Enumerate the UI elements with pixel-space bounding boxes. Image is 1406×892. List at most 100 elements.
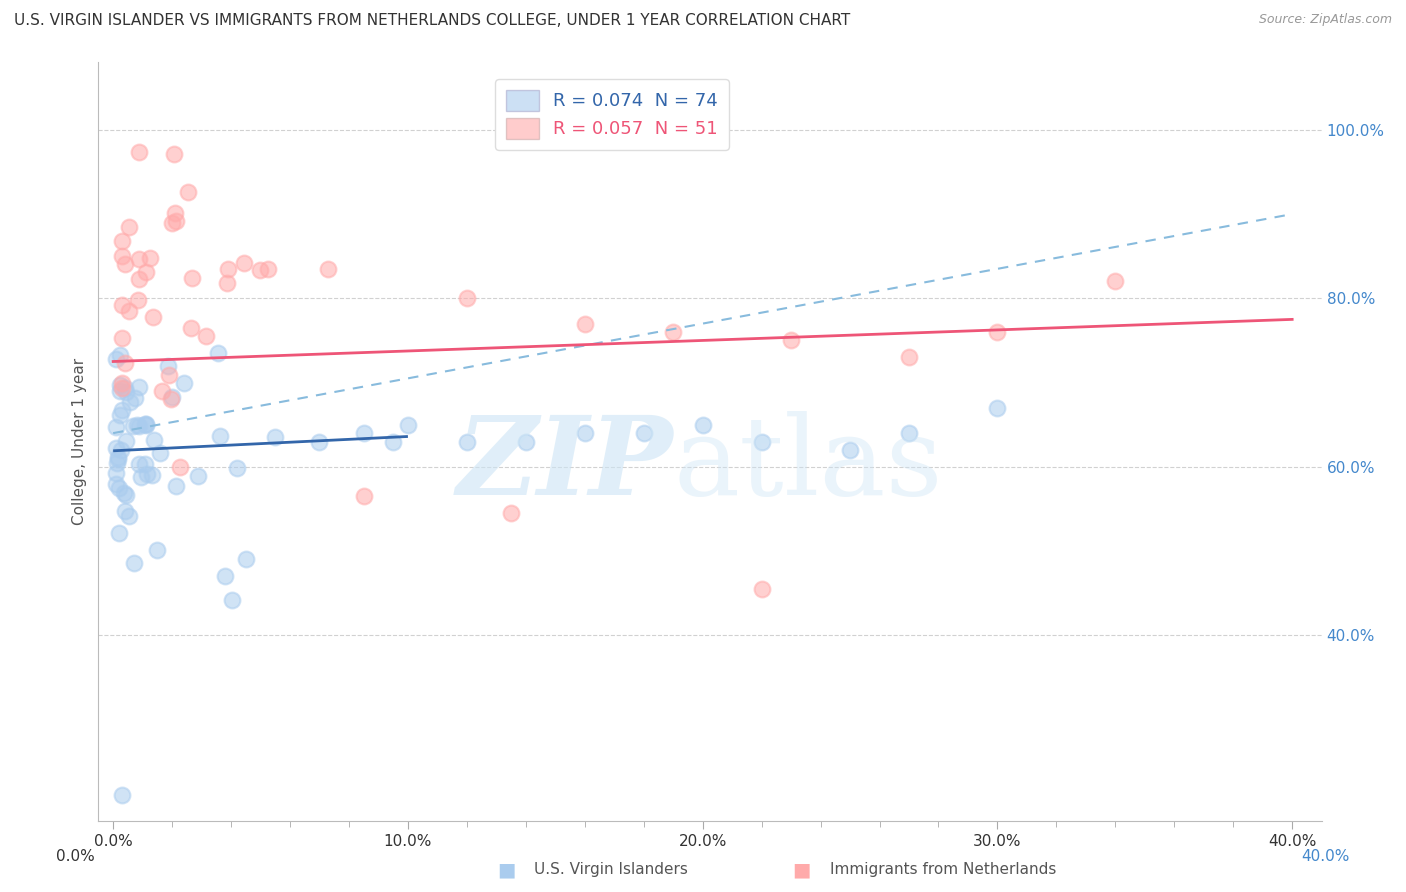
Point [207, 346, 229, 360]
Text: 0.0%: 0.0% [56, 849, 96, 863]
Point [180, 321, 202, 335]
Point [111, 330, 134, 344]
Point [114, 257, 136, 271]
Point [169, 459, 191, 474]
Point [127, 293, 149, 307]
Point [316, 261, 339, 276]
Point [118, 395, 141, 409]
Point [249, 263, 271, 277]
Point [986, 325, 1008, 339]
Point [111, 298, 134, 312]
Point [156, 359, 179, 373]
Point [139, 251, 162, 265]
Point [382, 434, 405, 449]
Point [180, 271, 202, 285]
Point [111, 789, 134, 803]
Text: Source: ZipAtlas.com: Source: ZipAtlas.com [1258, 13, 1392, 27]
Point [396, 417, 419, 432]
Point [574, 317, 596, 331]
Point [515, 434, 537, 449]
Point [135, 467, 157, 481]
Point [128, 379, 150, 393]
Point [115, 384, 138, 399]
Point [780, 334, 803, 348]
Text: U.S. VIRGIN ISLANDER VS IMMIGRANTS FROM NETHERLANDS COLLEGE, UNDER 1 YEAR CORREL: U.S. VIRGIN ISLANDER VS IMMIGRANTS FROM … [14, 13, 851, 29]
Point [217, 262, 239, 277]
Y-axis label: College, Under 1 year: College, Under 1 year [72, 358, 87, 525]
Point [124, 391, 146, 405]
Point [127, 417, 149, 432]
Point [105, 456, 128, 470]
Point [353, 489, 375, 503]
Point [149, 445, 172, 459]
Point [839, 442, 862, 457]
Point [499, 506, 522, 520]
Point [173, 376, 195, 391]
Text: atlas: atlas [673, 411, 943, 517]
Point [177, 185, 200, 199]
Point [160, 390, 183, 404]
Point [165, 478, 187, 492]
Point [122, 419, 145, 434]
Point [264, 430, 287, 444]
Text: 40.0%: 40.0% [1302, 849, 1350, 863]
Point [105, 419, 128, 434]
Point [110, 378, 132, 392]
Point [135, 418, 157, 433]
Point [134, 457, 156, 471]
Point [165, 213, 187, 227]
Point [221, 593, 243, 607]
Point [751, 434, 773, 449]
Point [110, 384, 132, 398]
Text: U.S. Virgin Islanders: U.S. Virgin Islanders [534, 863, 688, 877]
Point [208, 428, 231, 442]
Point [692, 417, 714, 432]
Point [111, 234, 134, 248]
Point [111, 376, 134, 391]
Text: ■: ■ [496, 860, 516, 880]
Point [108, 481, 131, 495]
Point [134, 417, 156, 432]
Text: ■: ■ [792, 860, 811, 880]
Point [135, 417, 157, 432]
Point [214, 569, 236, 583]
Point [162, 216, 184, 230]
Point [456, 291, 478, 305]
Point [142, 434, 165, 448]
Point [633, 426, 655, 441]
Point [308, 434, 330, 449]
Point [751, 582, 773, 596]
Point [1104, 275, 1126, 289]
Point [898, 351, 921, 365]
Point [111, 381, 134, 395]
Point [150, 384, 173, 398]
Point [128, 252, 150, 266]
Point [141, 468, 163, 483]
Point [235, 552, 257, 566]
Point [105, 351, 128, 366]
Point [108, 348, 131, 362]
Point [105, 476, 128, 491]
Point [122, 556, 145, 570]
Point [456, 434, 478, 449]
Point [499, 131, 522, 145]
Point [111, 249, 134, 263]
Point [128, 457, 150, 471]
Point [107, 450, 129, 464]
Text: Immigrants from Netherlands: Immigrants from Netherlands [830, 863, 1056, 877]
Point [110, 409, 132, 423]
Point [110, 442, 132, 457]
Point [110, 402, 132, 417]
Point [118, 219, 141, 234]
Point [157, 368, 180, 383]
Point [105, 441, 128, 455]
Point [107, 451, 129, 466]
Point [128, 272, 150, 286]
Point [163, 206, 186, 220]
Text: ZIP: ZIP [457, 410, 673, 518]
Point [195, 328, 218, 343]
Point [187, 469, 209, 483]
Point [986, 401, 1008, 415]
Point [233, 256, 256, 270]
Point [115, 434, 138, 448]
